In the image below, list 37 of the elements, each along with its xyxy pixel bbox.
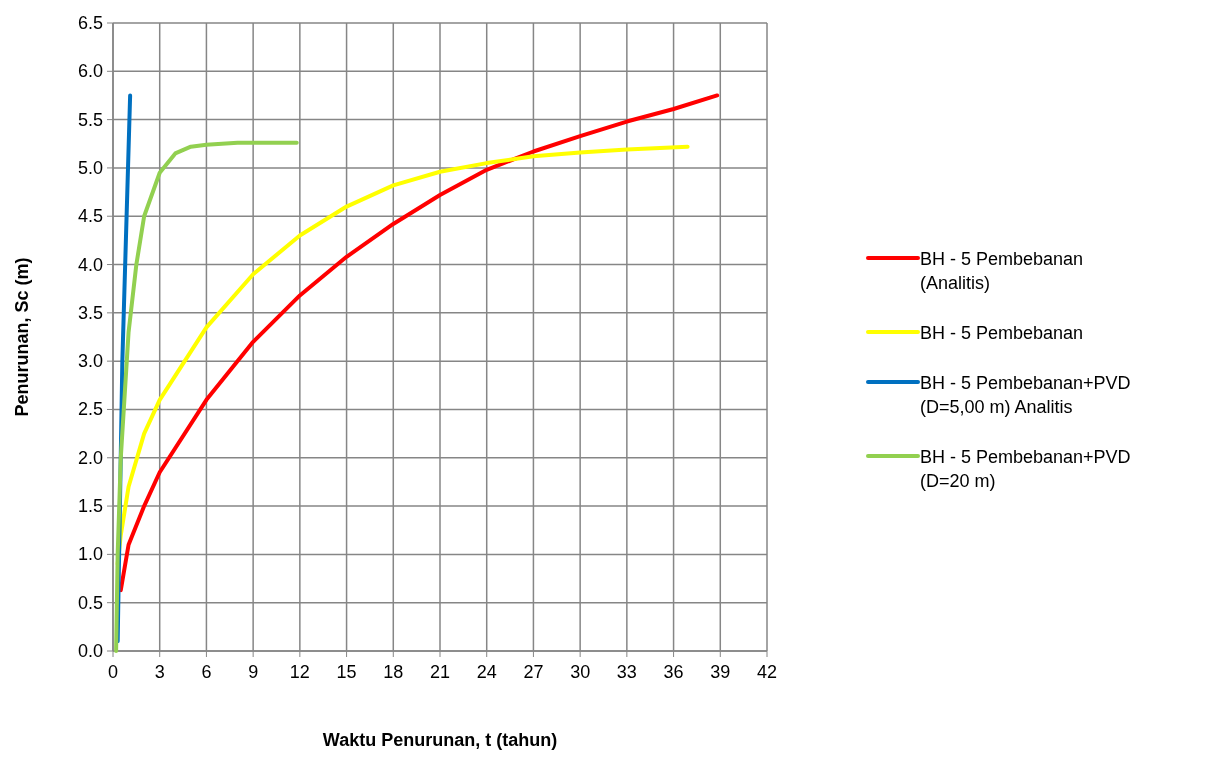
line-series [118, 93, 720, 593]
y-tick-label: 6.0 [77, 61, 103, 82]
x-axis-title: Waktu Penurunan, t (tahun) [322, 730, 558, 750]
x-tick-label: 27 [523, 662, 544, 682]
y-tick-label: 1.5 [77, 496, 103, 517]
y-tick-label: 2.0 [77, 447, 103, 468]
y-tick-label: 6.5 [77, 13, 103, 33]
legend-label: BH - 5 Pembebanan+PVD (D=20 m) [920, 447, 1131, 491]
y-tick-label: 5.5 [77, 109, 103, 130]
x-tick-label: 30 [570, 662, 591, 682]
x-tick-label: 42 [756, 662, 778, 682]
y-tick-label: 2.5 [77, 399, 103, 420]
y-tick-label: 0.0 [77, 641, 103, 661]
legend-label: BH - 5 Pembebanan (Analitis) [920, 249, 1084, 293]
y-tick-label: 5.0 [77, 157, 103, 178]
x-tick-label: 6 [201, 662, 212, 682]
x-tick-label: 18 [383, 662, 404, 682]
x-tick-label: 21 [429, 662, 451, 682]
x-tick-label: 15 [336, 662, 357, 682]
y-tick-label: 1.0 [77, 544, 103, 565]
x-tick-label: 0 [107, 662, 119, 682]
y-tick-label: 0.5 [77, 592, 103, 613]
x-tick-label: 9 [248, 662, 259, 682]
x-tick-label: 12 [289, 662, 310, 682]
x-tick-label: 3 [154, 662, 165, 682]
legend-label: BH - 5 Pembebanan [920, 323, 1084, 343]
legend-label: BH - 5 Pembebanan+PVD (D=5,00 m) Analitis [920, 373, 1131, 417]
x-tick-label: 36 [663, 662, 684, 682]
y-axis-title: Penurunan, Sc (m) [12, 257, 32, 417]
x-tick-label: 33 [616, 662, 637, 682]
y-tick-label: 4.0 [77, 254, 103, 275]
x-tick-label: 24 [476, 662, 497, 682]
y-tick-label: 4.5 [77, 206, 103, 227]
y-tick-label: 3.5 [77, 302, 103, 323]
line-series [114, 140, 299, 653]
x-tick-label: 39 [710, 662, 731, 682]
y-tick-label: 3.0 [77, 351, 103, 372]
